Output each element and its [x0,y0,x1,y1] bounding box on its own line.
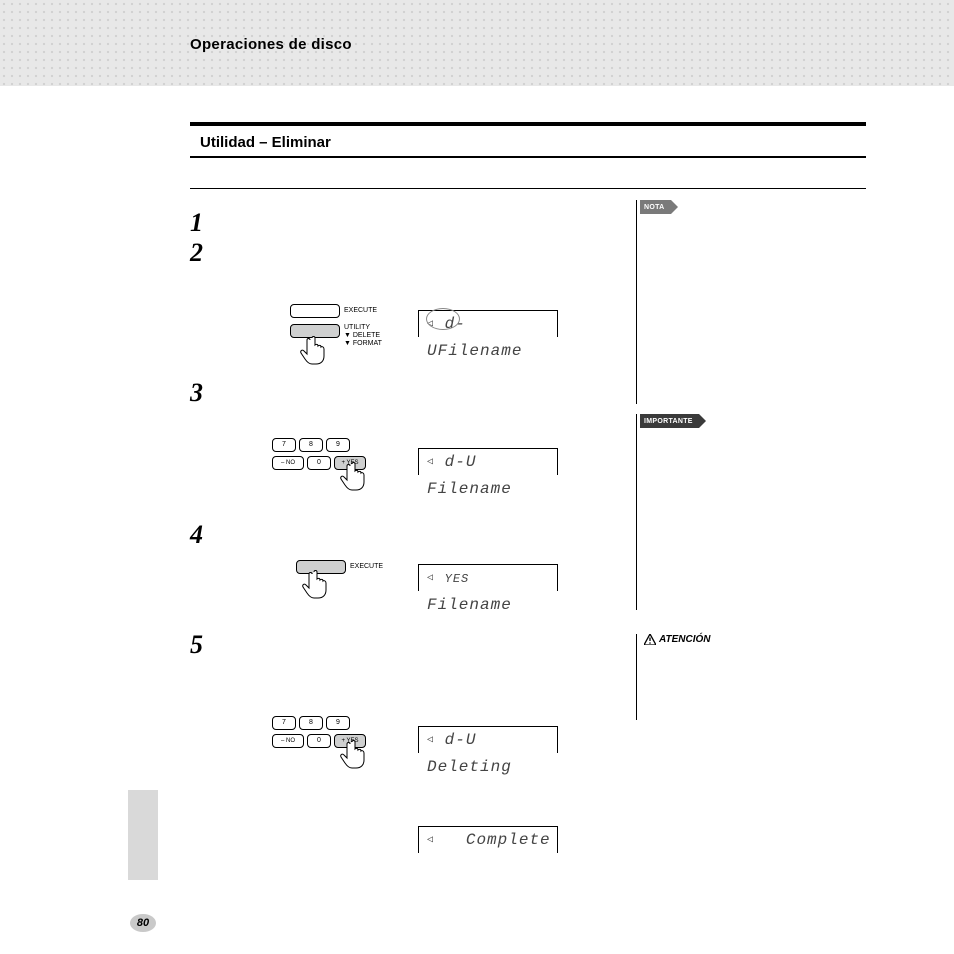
header-band [0,0,954,86]
lcd-step5a-right: Deleting [427,758,512,776]
key-0[interactable]: 0 [307,734,331,748]
header-title: Operaciones de disco [190,36,352,53]
warning-triangle-icon [644,634,656,645]
lcd-step5b: ◁ Complete [418,826,558,853]
key-no[interactable]: – NO [272,456,304,470]
importante-label: IMPORTANTE [644,418,693,425]
step-number-4: 4 [190,520,203,550]
nota-tag: NOTA [640,200,671,214]
highlight-circle [426,308,460,330]
utility-sub-delete: ▼ DELETE [344,332,382,340]
lcd-step4: ◁ YES Filename [418,564,558,591]
key-8[interactable]: 8 [299,716,323,730]
step-number-3: 3 [190,378,203,408]
atencion-label: ATENCIÓN [659,634,710,645]
lcd-step4-left: YES [445,572,470,586]
key-8[interactable]: 8 [299,438,323,452]
step-number-1: 1 [190,208,203,238]
lcd-step3-right: Filename [427,480,512,498]
side-divider-2 [636,414,637,610]
nota-label: NOTA [644,204,665,211]
lcd-step5a: ◁ d-U Deleting [418,726,558,753]
manual-page: Operaciones de disco Utilidad – Eliminar… [0,0,954,954]
hand-pointer-icon [298,332,336,366]
lcd-step4-right: Filename [427,596,512,614]
side-divider-3 [636,634,637,720]
utility-label: UTILITY [344,324,382,332]
key-9[interactable]: 9 [326,716,350,730]
step-number-2: 2 [190,238,203,268]
section-title: Utilidad – Eliminar [200,134,331,151]
lcd-step2-right: Filename [438,342,523,360]
importante-tag: IMPORTANTE [640,414,699,428]
section-rule-bottom [190,156,866,158]
section-rule-top [190,122,866,126]
hand-pointer-icon [338,458,376,492]
atencion-tag: ATENCIÓN [644,634,710,645]
execute-label: EXECUTE [344,307,377,315]
side-divider-1 [636,200,637,404]
page-number: 80 [130,914,156,932]
key-0[interactable]: 0 [307,456,331,470]
lcd-step3: ◁ d-U Filename [418,448,558,475]
lcd-step3-left: d-U [445,453,477,471]
step-number-5: 5 [190,630,203,660]
hand-pointer-icon [338,736,376,770]
hand-pointer-icon [300,566,338,600]
key-7[interactable]: 7 [272,438,296,452]
lcd-step5b-right: Complete [466,831,551,849]
key-no[interactable]: – NO [272,734,304,748]
execute-button[interactable] [290,304,340,318]
section-rule-body [190,188,866,189]
execute-label: EXECUTE [350,563,383,571]
lcd-step5a-left: d-U [445,731,477,749]
key-9[interactable]: 9 [326,438,350,452]
key-7[interactable]: 7 [272,716,296,730]
utility-sub-format: ▼ FORMAT [344,340,382,348]
margin-tab [128,790,158,880]
